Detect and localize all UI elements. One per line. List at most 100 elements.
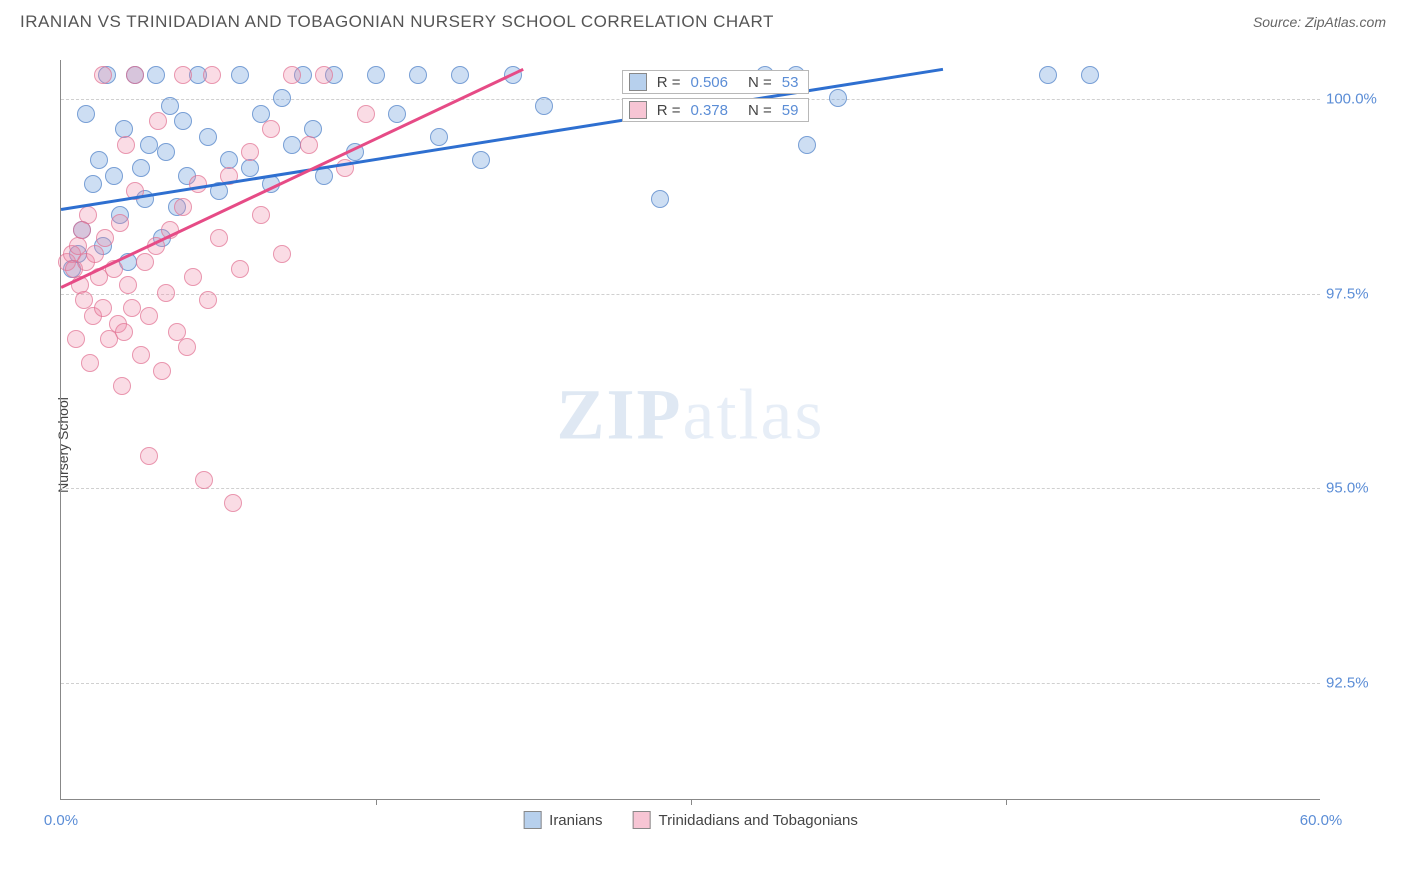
data-point	[123, 299, 141, 317]
data-point	[798, 136, 816, 154]
gridline-h	[61, 294, 1320, 295]
r-value: 0.378	[690, 102, 728, 119]
data-point	[367, 66, 385, 84]
stats-swatch-icon	[629, 73, 647, 91]
data-point	[81, 354, 99, 372]
data-point	[184, 268, 202, 286]
legend-label: Iranians	[549, 812, 602, 829]
data-point	[115, 323, 133, 341]
data-point	[79, 206, 97, 224]
data-point	[153, 362, 171, 380]
y-tick-label: 92.5%	[1326, 675, 1382, 692]
data-point	[149, 112, 167, 130]
data-point	[140, 307, 158, 325]
data-point	[409, 66, 427, 84]
data-point	[136, 253, 154, 271]
data-point	[262, 120, 280, 138]
data-point	[199, 291, 217, 309]
stats-box: R = 0.506 N = 53	[622, 70, 810, 94]
data-point	[231, 66, 249, 84]
tick-mark-v	[691, 799, 692, 805]
watermark-rest: atlas	[683, 374, 825, 454]
data-point	[189, 175, 207, 193]
data-point	[210, 229, 228, 247]
data-point	[117, 136, 135, 154]
data-point	[472, 151, 490, 169]
x-tick-label: 60.0%	[1300, 812, 1343, 829]
data-point	[430, 128, 448, 146]
r-label: R =	[657, 74, 681, 91]
data-point	[161, 97, 179, 115]
data-point	[252, 206, 270, 224]
data-point	[388, 105, 406, 123]
data-point	[67, 330, 85, 348]
data-point	[86, 245, 104, 263]
legend-label: Trinidadians and Tobagonians	[659, 812, 858, 829]
data-point	[273, 89, 291, 107]
data-point	[283, 66, 301, 84]
data-point	[273, 245, 291, 263]
watermark-zip: ZIP	[557, 374, 683, 454]
r-label: R =	[657, 102, 681, 119]
gridline-h	[61, 488, 1320, 489]
y-tick-label: 97.5%	[1326, 285, 1382, 302]
data-point	[283, 136, 301, 154]
plot-area: ZIPatlas Iranians Trinidadians and Tobag…	[60, 60, 1320, 800]
data-point	[241, 159, 259, 177]
chart-title: IRANIAN VS TRINIDADIAN AND TOBAGONIAN NU…	[20, 12, 774, 32]
data-point	[1081, 66, 1099, 84]
data-point	[195, 471, 213, 489]
data-point	[157, 143, 175, 161]
data-point	[77, 105, 95, 123]
data-point	[174, 112, 192, 130]
data-point	[126, 66, 144, 84]
chart-container: Nursery School ZIPatlas Iranians Trinida…	[20, 50, 1390, 840]
data-point	[111, 214, 129, 232]
x-tick-label: 0.0%	[44, 812, 78, 829]
data-point	[132, 159, 150, 177]
data-point	[174, 198, 192, 216]
data-point	[84, 175, 102, 193]
legend-swatch-icon	[523, 811, 541, 829]
data-point	[535, 97, 553, 115]
data-point	[96, 229, 114, 247]
legend-item-trinidadians: Trinidadians and Tobagonians	[633, 811, 858, 829]
source-label: Source: ZipAtlas.com	[1253, 14, 1386, 30]
data-point	[147, 66, 165, 84]
data-point	[241, 143, 259, 161]
n-value: 53	[782, 74, 799, 91]
r-value: 0.506	[690, 74, 728, 91]
n-label: N =	[748, 102, 772, 119]
data-point	[651, 190, 669, 208]
data-point	[105, 167, 123, 185]
data-point	[178, 338, 196, 356]
data-point	[829, 89, 847, 107]
watermark: ZIPatlas	[557, 373, 825, 456]
data-point	[315, 66, 333, 84]
tick-mark-v	[1006, 799, 1007, 805]
data-point	[199, 128, 217, 146]
n-label: N =	[748, 74, 772, 91]
data-point	[451, 66, 469, 84]
data-point	[157, 284, 175, 302]
legend-swatch-icon	[633, 811, 651, 829]
n-value: 59	[782, 102, 799, 119]
legend-item-iranians: Iranians	[523, 811, 602, 829]
data-point	[90, 151, 108, 169]
chart-header: IRANIAN VS TRINIDADIAN AND TOBAGONIAN NU…	[0, 0, 1406, 40]
gridline-h	[61, 683, 1320, 684]
data-point	[94, 66, 112, 84]
data-point	[119, 276, 137, 294]
data-point	[300, 136, 318, 154]
data-point	[73, 221, 91, 239]
data-point	[203, 66, 221, 84]
data-point	[132, 346, 150, 364]
y-tick-label: 95.0%	[1326, 480, 1382, 497]
data-point	[140, 136, 158, 154]
data-point	[113, 377, 131, 395]
legend: Iranians Trinidadians and Tobagonians	[523, 811, 858, 829]
data-point	[231, 260, 249, 278]
tick-mark-v	[376, 799, 377, 805]
stats-swatch-icon	[629, 101, 647, 119]
data-point	[357, 105, 375, 123]
